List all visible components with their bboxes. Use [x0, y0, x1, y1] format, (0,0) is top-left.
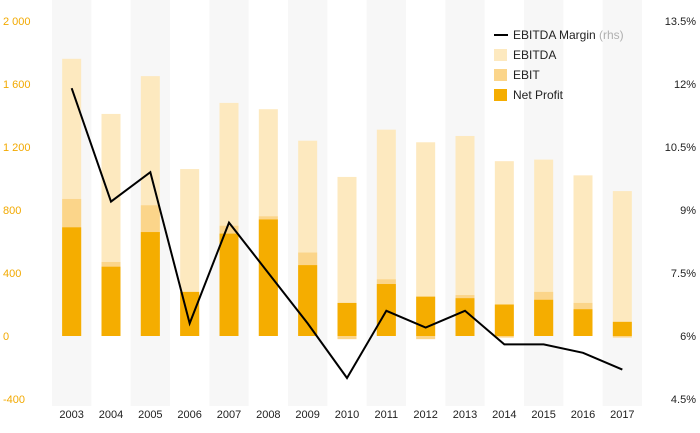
- bar-ebit-2017: [612, 336, 632, 338]
- bar-net-profit-2016: [573, 309, 593, 336]
- bar-ebitda-2010: [337, 176, 357, 336]
- bar-ebit-2010: [337, 336, 357, 340]
- x-tick-label: 2017: [610, 409, 634, 421]
- x-axis-ticks: 2003 2004 2005 2006 2007 2008 2009 2010 2011 2012…: [59, 409, 634, 421]
- bar-net-profit-2015: [534, 299, 554, 336]
- right-tick-label: 6%: [680, 331, 696, 343]
- right-tick-label: 10.5%: [665, 142, 696, 154]
- left-tick-label: 1 200: [3, 142, 31, 154]
- right-tick-label: 4.5%: [671, 394, 696, 406]
- bar-net-profit-2004: [101, 266, 121, 336]
- bar-ebit-2012: [416, 336, 436, 340]
- x-tick-label: 2016: [571, 409, 595, 421]
- bar-ebitda-2016: [573, 175, 593, 336]
- left-axis-ticks: 2 000 1 600 1 200 800 400 0 -400: [3, 16, 31, 406]
- x-tick-label: 2012: [413, 409, 437, 421]
- margin-line-series: [70, 87, 623, 380]
- bar-ebitda-2017: [612, 191, 632, 336]
- right-tick-label: 9%: [680, 205, 696, 217]
- legend-label-ebitda-margin: EBITDA Margin: [513, 28, 596, 42]
- legend-label-net-profit: Net Profit: [513, 88, 564, 102]
- legend-swatch-ebit: [494, 69, 507, 81]
- bar-series: [62, 58, 632, 340]
- x-tick-label: 2003: [59, 409, 83, 421]
- bar-net-profit-2003: [62, 227, 82, 336]
- bar-net-profit-2013: [455, 298, 475, 336]
- bar-net-profit-2008: [258, 219, 278, 336]
- x-tick-label: 2008: [256, 409, 280, 421]
- legend: EBITDA Margin (rhs) EBITDA EBIT Net Prof…: [494, 28, 624, 102]
- x-tick-label: 2010: [335, 409, 359, 421]
- x-tick-label: 2013: [453, 409, 477, 421]
- bar-net-profit-2007: [219, 233, 239, 336]
- left-tick-label: 800: [3, 205, 21, 217]
- x-tick-label: 2009: [295, 409, 319, 421]
- right-axis-ticks: 13.5% 12% 10.5% 9% 7.5% 6% 4.5%: [665, 16, 696, 406]
- legend-swatch-ebitda: [494, 49, 507, 61]
- right-tick-label: 12%: [674, 79, 696, 91]
- x-tick-label: 2014: [492, 409, 516, 421]
- bar-net-profit-2009: [298, 265, 318, 336]
- bar-net-profit-2010: [337, 302, 357, 336]
- x-tick-label: 2007: [217, 409, 241, 421]
- left-tick-label: 1 600: [3, 79, 31, 91]
- legend-label-ebit: EBIT: [513, 68, 540, 82]
- x-tick-label: 2011: [375, 409, 399, 421]
- left-tick-label: 2 000: [3, 16, 31, 28]
- legend-label-ebitda: EBITDA: [513, 48, 556, 62]
- bar-ebitda-2013: [455, 135, 475, 336]
- bar-net-profit-2005: [140, 232, 160, 336]
- left-tick-label: -400: [3, 394, 25, 406]
- bar-ebitda-2012: [416, 142, 436, 336]
- bar-net-profit-2012: [416, 296, 436, 336]
- right-tick-label: 13.5%: [665, 16, 696, 28]
- right-tick-label: 7.5%: [671, 268, 696, 280]
- legend-rhs-note: (rhs): [599, 28, 624, 42]
- left-tick-label: 0: [3, 331, 9, 343]
- bar-net-profit-2014: [494, 304, 514, 336]
- bar-ebit-2014: [494, 336, 514, 338]
- x-tick-label: 2015: [531, 409, 555, 421]
- left-tick-label: 400: [3, 268, 21, 280]
- legend-swatch-net-profit: [494, 89, 507, 101]
- x-tick-label: 2006: [177, 409, 201, 421]
- bar-net-profit-2017: [612, 321, 632, 336]
- x-tick-label: 2005: [138, 409, 162, 421]
- bar-ebitda-2014: [494, 161, 514, 336]
- x-tick-label: 2004: [99, 409, 123, 421]
